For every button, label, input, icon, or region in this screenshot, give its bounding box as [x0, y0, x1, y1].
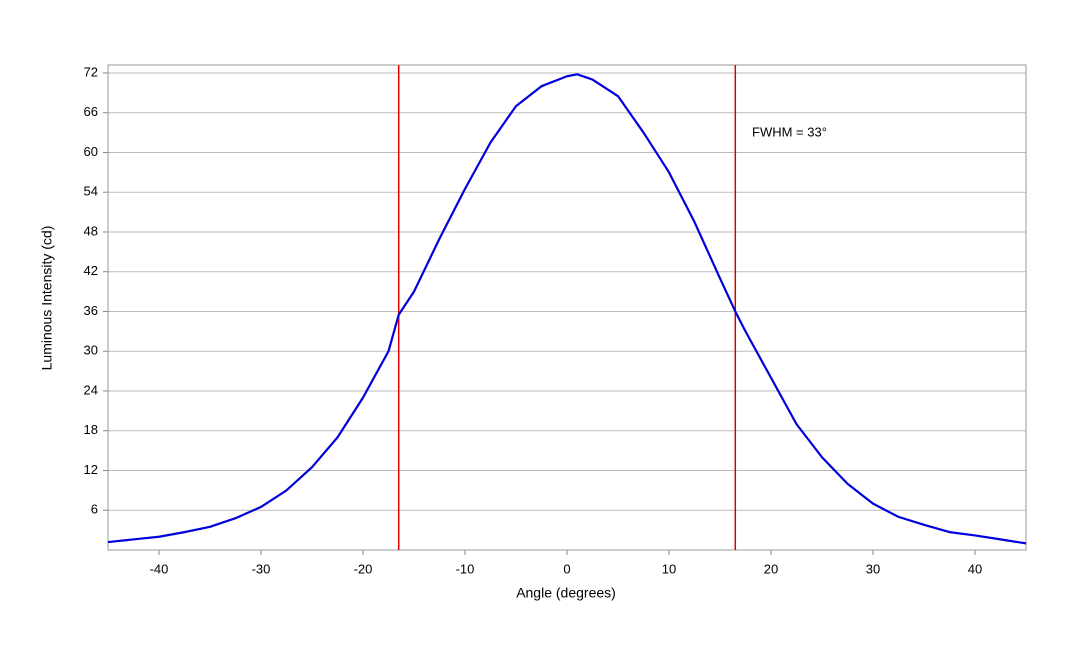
- y-tick-label: 54: [84, 184, 98, 199]
- y-tick-label: 48: [84, 223, 98, 238]
- x-tick-label: 10: [662, 561, 676, 576]
- data-line: [107, 73, 1027, 545]
- x-tick-label: 30: [866, 561, 880, 576]
- y-axis-label: Luminous Intensity (cd): [39, 226, 55, 371]
- y-tick-label: 72: [84, 64, 98, 79]
- y-tick-label: 24: [84, 382, 98, 397]
- y-tick-label: 30: [84, 343, 98, 358]
- x-tick-label: 0: [563, 561, 570, 576]
- x-tick-label: -20: [354, 561, 373, 576]
- x-axis-label: Angle (degrees): [516, 585, 616, 601]
- annotation: FWHM = 33°: [752, 124, 827, 139]
- y-tick-label: 42: [84, 263, 98, 278]
- plot-border: [107, 64, 1027, 551]
- x-tick-label: -40: [150, 561, 169, 576]
- y-tick-label: 60: [84, 144, 98, 159]
- x-tick-label: -10: [456, 561, 475, 576]
- y-tick-label: 6: [91, 502, 98, 517]
- x-tick-label: 20: [764, 561, 778, 576]
- y-tick-label: 12: [84, 462, 98, 477]
- y-tick-label: 66: [84, 104, 98, 119]
- x-tick-label: 40: [968, 561, 982, 576]
- x-tick-label: -30: [252, 561, 271, 576]
- y-tick-label: 36: [84, 303, 98, 318]
- y-tick-label: 18: [84, 422, 98, 437]
